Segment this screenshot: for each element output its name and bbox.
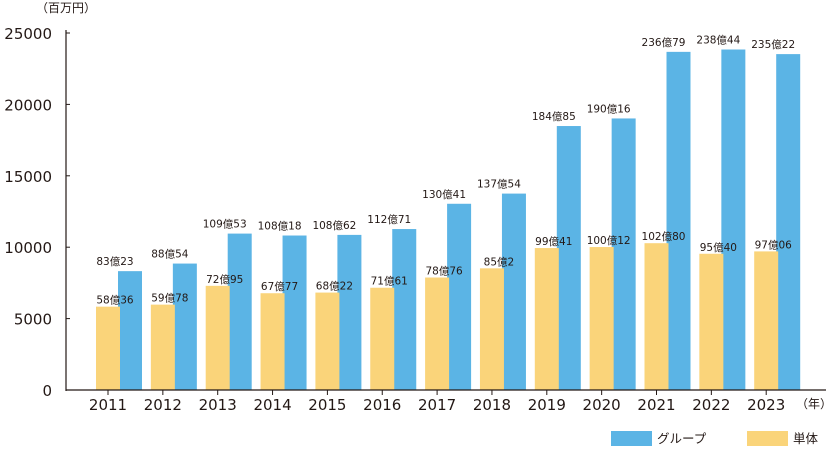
legend: グループ 単体 xyxy=(611,431,819,446)
x-tick-label: 2023 xyxy=(747,396,785,414)
x-tick-label: 2015 xyxy=(308,396,346,414)
bar-single xyxy=(150,304,175,390)
x-unit-label: （年） xyxy=(796,397,829,411)
data-label-group: 190億16 xyxy=(587,102,631,115)
y-tick-label: 0 xyxy=(42,382,52,400)
bar-single xyxy=(479,268,504,390)
data-label-single: 72億95 xyxy=(206,273,243,286)
y-unit-label: （百万円） xyxy=(36,1,96,15)
x-tick-label: 2017 xyxy=(418,396,456,414)
data-label-single: 100億12 xyxy=(587,234,631,247)
bar-group xyxy=(172,263,197,390)
bar-single xyxy=(315,292,340,390)
bar-single xyxy=(425,277,450,390)
legend-swatch-group xyxy=(611,431,652,446)
x-tick-label: 2018 xyxy=(473,396,511,414)
x-tick-label: 2014 xyxy=(253,396,291,414)
y-axis-ticks: 0 5000 10000 15000 20000 25000 xyxy=(4,25,70,400)
data-label-single: 59億78 xyxy=(151,292,188,305)
data-label-group: 109億53 xyxy=(203,218,247,231)
bar-group xyxy=(227,233,252,390)
bar-group xyxy=(337,234,362,390)
data-label-single: 99億41 xyxy=(535,235,572,248)
bar-single xyxy=(644,243,669,390)
y-tick-label: 5000 xyxy=(14,311,52,329)
data-label-group: 236億79 xyxy=(642,36,686,49)
x-tick-label: 2019 xyxy=(528,396,566,414)
x-tick-label: 2020 xyxy=(583,396,621,414)
data-label-group: 108億62 xyxy=(312,219,356,232)
x-tick-label: 2022 xyxy=(692,396,730,414)
bar-group xyxy=(282,235,307,390)
data-label-group: 130億41 xyxy=(422,188,466,201)
data-label-single: 85億2 xyxy=(484,255,515,268)
x-tick-label: 2013 xyxy=(199,396,237,414)
bar-group xyxy=(666,51,691,390)
bar-group xyxy=(721,49,746,390)
x-tick-label: 2016 xyxy=(363,396,401,414)
legend-swatch-single xyxy=(747,431,788,446)
data-label-group: 238億44 xyxy=(696,34,740,47)
bar-group xyxy=(447,203,472,390)
data-label-group: 108億18 xyxy=(258,220,302,233)
bar-group xyxy=(776,54,801,391)
bar-single xyxy=(96,306,120,390)
bar-group xyxy=(501,193,526,390)
bar-group xyxy=(392,229,417,390)
y-tick-label: 15000 xyxy=(4,168,52,186)
data-label-single: 67億77 xyxy=(261,280,298,293)
bar-single xyxy=(370,287,395,390)
data-label-single: 71億61 xyxy=(371,275,408,288)
legend-label-group: グループ xyxy=(657,431,707,446)
y-tick-label: 20000 xyxy=(4,96,52,114)
bar-single xyxy=(589,247,614,390)
bar-single xyxy=(205,285,230,390)
data-label-single: 102億80 xyxy=(642,230,686,243)
data-label-single: 68億22 xyxy=(316,280,353,293)
data-label-single: 97億06 xyxy=(755,238,793,251)
data-label-single: 95億40 xyxy=(700,241,737,254)
bar-group xyxy=(611,118,636,390)
y-tick-label: 25000 xyxy=(4,25,52,43)
x-tick-label: 2012 xyxy=(144,396,182,414)
data-label-group: 184億85 xyxy=(532,110,576,123)
x-tick-label: 2021 xyxy=(637,396,675,414)
x-tick-label: 2011 xyxy=(89,396,127,414)
bars-single xyxy=(96,243,779,390)
data-label-group: 83億23 xyxy=(96,255,133,268)
bar-single xyxy=(534,248,559,390)
data-label-group: 137億54 xyxy=(477,178,521,191)
data-label-single: 58億36 xyxy=(96,294,134,307)
data-label-group: 112億71 xyxy=(367,213,411,226)
bars-group xyxy=(118,49,801,391)
bar-group xyxy=(118,271,142,390)
legend-label-single: 単体 xyxy=(793,431,819,446)
bar-group xyxy=(556,126,581,390)
data-label-group: 88億54 xyxy=(151,248,189,261)
data-label-single: 78億76 xyxy=(425,265,463,278)
data-label-group: 235億22 xyxy=(751,38,795,51)
y-tick-label: 10000 xyxy=(4,239,52,257)
x-axis-ticks: 2011 2012 2013 2014 2015 2016 2017 2018 2019 2020… xyxy=(89,390,785,414)
bar-single xyxy=(260,293,285,390)
bar-single xyxy=(754,251,779,390)
data-labels: 83億23 58億36 88億54 59億78 109億53 72億95 108億18 67億… xyxy=(96,34,795,307)
bar-single xyxy=(699,253,724,390)
